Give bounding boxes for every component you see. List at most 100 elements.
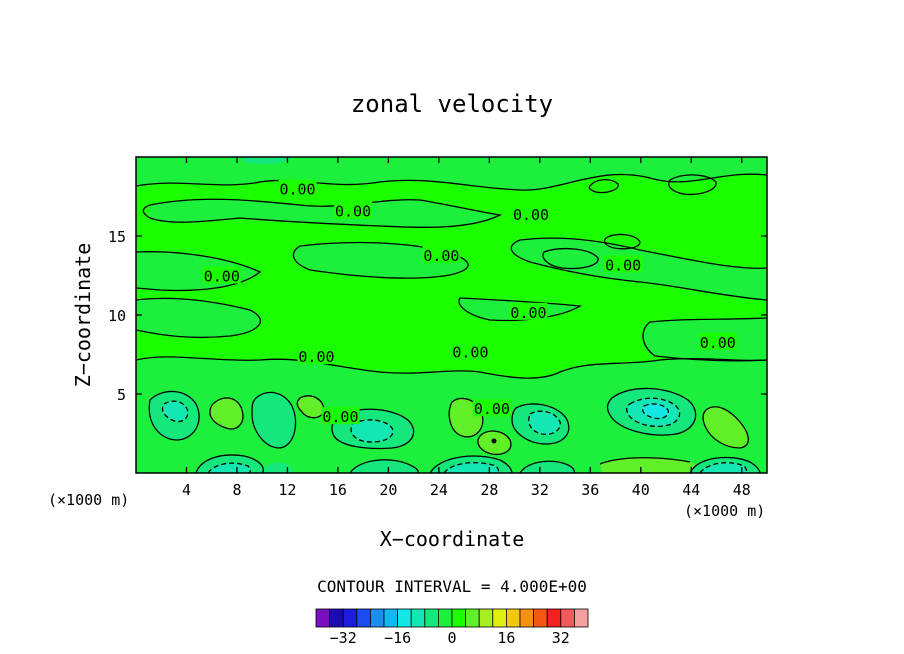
colorbar-swatch <box>356 608 371 628</box>
colorbar-swatch <box>478 608 494 628</box>
contour-line <box>148 390 200 441</box>
contour-line <box>142 198 503 229</box>
x-tick-label: 24 <box>430 481 448 499</box>
contour-label-bg <box>472 399 511 417</box>
contour-label: 0.00 <box>513 206 549 224</box>
colorbar-swatch <box>397 608 412 628</box>
contour-label-bg <box>698 332 737 350</box>
region-neg10-x3 <box>162 401 188 422</box>
chart-title: zonal velocity <box>351 90 553 118</box>
contour-dot <box>491 438 497 444</box>
contour-label: 0.00 <box>335 203 371 221</box>
colorbar-tick-label: −32 <box>330 629 357 647</box>
x-tick-label: 4 <box>182 481 191 499</box>
colorbar-swatch <box>342 608 358 628</box>
colorbar-swatch <box>437 608 453 628</box>
contour-line <box>689 456 761 473</box>
region-neg10-x18 <box>351 419 393 442</box>
contour-label-bg <box>321 407 360 425</box>
region-pos-x14 <box>297 395 324 418</box>
x-unit-right: (×1000 m) <box>684 502 765 520</box>
contour-line <box>136 356 767 379</box>
contour-label-bg <box>512 204 551 222</box>
region-neg14-x40 <box>642 403 669 419</box>
x-tick-label: 44 <box>682 481 700 499</box>
colorbar-tick-label: 0 <box>447 629 456 647</box>
colorbar-swatch <box>410 608 426 628</box>
colorbar-swatch <box>315 608 331 628</box>
contour-line <box>477 430 512 456</box>
contour-line <box>599 457 691 465</box>
x-tick-label: 32 <box>531 481 549 499</box>
contour-line-dashed <box>626 397 681 428</box>
colorbar-swatch <box>519 608 535 628</box>
x-axis: 4 8 12 16 20 24 28 32 36 40 44 48 <box>182 157 751 499</box>
contour-line <box>511 403 570 445</box>
x-tick-label: 48 <box>733 481 751 499</box>
y-axis: 5 10 15 <box>108 228 767 404</box>
colorbar-tick-label: 16 <box>497 629 515 647</box>
colorbar-swatch <box>533 608 548 628</box>
contour-line <box>458 297 583 322</box>
colorbar-tick-label: 32 <box>552 629 570 647</box>
colorbar-swatch <box>546 608 562 628</box>
contour-label-bg <box>604 255 643 273</box>
contour-label: 0.00 <box>700 334 736 352</box>
contour-label-bg <box>278 179 317 197</box>
colorbar-swatch <box>424 608 439 628</box>
colorbar-swatch <box>451 608 467 628</box>
x-tick-label: 20 <box>379 481 397 499</box>
contour-line <box>429 455 513 473</box>
plot-area: 0.00 0.00 0.00 0.00 0.00 0.00 0.00 0.00 0.00 0.00… <box>135 156 768 474</box>
contour-line <box>448 397 484 438</box>
contour-label: 0.00 <box>510 304 546 322</box>
x-tick-label: 8 <box>232 481 241 499</box>
contour-interval-text: CONTOUR INTERVAL = 4.000E+00 <box>317 577 587 596</box>
contour-label-bg <box>422 245 461 263</box>
region-neg-top-x10 <box>240 157 292 165</box>
contour-line <box>136 173 767 191</box>
contour-label: 0.00 <box>322 408 358 426</box>
y-tick-label: 10 <box>108 307 126 325</box>
contour-line <box>510 239 767 301</box>
colorbar-swatch <box>492 608 507 628</box>
contour-label: 0.00 <box>298 348 334 366</box>
region-neg-top-band <box>136 157 767 191</box>
contour-line <box>606 387 697 436</box>
contour-label: 0.00 <box>279 181 315 199</box>
contour-label-bg <box>509 302 548 320</box>
contour-line <box>668 174 717 196</box>
colorbar-swatch <box>465 608 480 628</box>
contour-lines <box>136 173 767 473</box>
x-tick-label: 16 <box>329 481 347 499</box>
region-neg-mid-3 <box>136 298 261 338</box>
contour-labels: 0.00 0.00 0.00 0.00 0.00 0.00 0.00 0.00 0.00 0.00… <box>202 179 737 426</box>
colorbar-swatch <box>505 608 521 628</box>
contour-line <box>292 241 469 279</box>
y-axis-label: Z−coordinate <box>71 243 95 388</box>
contour-line <box>209 397 244 430</box>
contour-label: 0.00 <box>204 268 240 286</box>
x-axis-label: X−coordinate <box>380 527 525 551</box>
region-pos-x40-bottom <box>600 457 698 473</box>
colorbar-swatch <box>329 608 344 628</box>
colorbar-swatch <box>383 608 399 628</box>
contour-line <box>642 317 767 362</box>
region-neg10-x32 <box>528 411 561 435</box>
region-pos-x7 <box>209 397 243 430</box>
region-neg10-bottom-x46 <box>700 462 747 473</box>
colorbar-swatch <box>369 608 385 628</box>
x-tick-label: 12 <box>278 481 296 499</box>
contour-line <box>136 251 262 292</box>
x-tick-label: 36 <box>581 481 599 499</box>
contour-line-dashed <box>528 410 561 436</box>
contour-label-bg <box>202 266 241 284</box>
region-neg-bottom-x33 <box>520 461 575 473</box>
colorbar-tick-label: −16 <box>384 629 411 647</box>
contour-line-dashed <box>350 419 394 443</box>
contour-line <box>519 237 767 269</box>
contour-label-bg <box>297 347 336 365</box>
region-neg-bottom-x12 <box>262 462 293 473</box>
x-unit-left: (×1000 m) <box>48 491 129 509</box>
